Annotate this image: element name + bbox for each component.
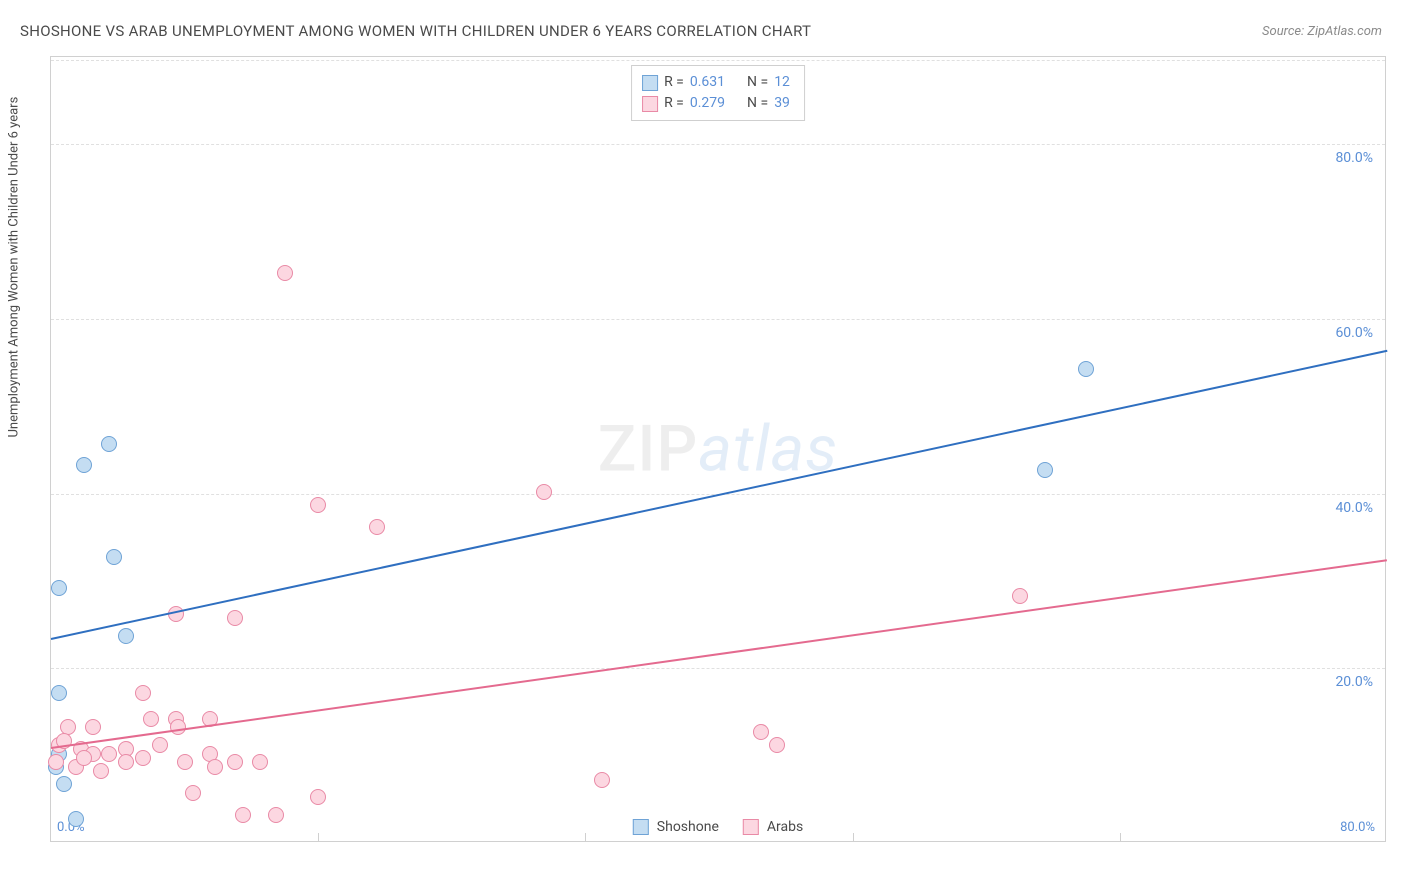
x-tick-mark [318,833,319,841]
y-tick-label: 80.0% [1335,150,1373,166]
scatter-point [310,497,326,513]
series-legend-item-arabs: Arabs [743,819,803,835]
correlation-legend: R = 0.631 N = 12 R = 0.279 N = 39 [631,65,805,121]
scatter-point [252,754,268,770]
gridline [51,668,1385,669]
scatter-point [227,610,243,626]
scatter-point [48,754,64,770]
scatter-point [1012,588,1028,604]
trend-line [51,350,1387,640]
scatter-point [101,746,117,762]
scatter-point [76,457,92,473]
scatter-point [51,580,67,596]
x-tick-label: 80.0% [1340,820,1375,835]
scatter-point [101,436,117,452]
swatch-arabs [642,96,658,112]
legend-row-arabs: R = 0.279 N = 39 [642,93,790,114]
y-tick-label: 60.0% [1335,325,1373,341]
scatter-point [51,685,67,701]
scatter-point [310,789,326,805]
scatter-point [76,750,92,766]
gridline [51,144,1385,145]
y-tick-label: 40.0% [1335,500,1373,516]
scatter-point [135,750,151,766]
legend-r-label: R = [664,72,684,93]
swatch-shoshone [633,819,649,835]
series-label: Shoshone [657,819,719,835]
watermark-atlas: atlas [698,412,838,487]
legend-n-value-shoshone: 12 [774,72,790,93]
chart-source: Source: ZipAtlas.com [1262,24,1382,39]
x-tick-mark [853,833,854,841]
scatter-point [106,549,122,565]
scatter-point [185,785,201,801]
scatter-point [536,484,552,500]
scatter-point [85,719,101,735]
scatter-point [369,519,385,535]
series-label: Arabs [767,819,803,835]
watermark-zip: ZIP [598,412,699,487]
scatter-point [135,685,151,701]
scatter-point [753,724,769,740]
scatter-point [152,737,168,753]
scatter-point [1078,361,1094,377]
gridline [51,319,1385,320]
swatch-shoshone [642,75,658,91]
scatter-point [227,754,243,770]
scatter-point [769,737,785,753]
legend-n-value-arabs: 39 [774,93,790,114]
chart-plot-area: ZIPatlas 20.0%40.0%60.0%80.0%0.0%80.0% R… [50,56,1386,842]
x-tick-mark [1120,833,1121,841]
legend-row-shoshone: R = 0.631 N = 12 [642,72,790,93]
y-tick-label: 20.0% [1335,674,1373,690]
scatter-point [594,772,610,788]
scatter-point [207,759,223,775]
scatter-point [93,763,109,779]
swatch-arabs [743,819,759,835]
series-legend-item-shoshone: Shoshone [633,819,719,835]
scatter-point [268,807,284,823]
scatter-point [56,776,72,792]
y-axis-label: Unemployment Among Women with Children U… [7,97,22,438]
legend-r-value-shoshone: 0.631 [690,72,725,93]
scatter-point [143,711,159,727]
series-legend: Shoshone Arabs [633,819,803,835]
scatter-point [118,628,134,644]
scatter-point [235,807,251,823]
scatter-point [277,265,293,281]
legend-n-label: N = [747,72,768,93]
legend-r-label: R = [664,93,684,114]
trend-line [51,559,1387,749]
legend-r-value-arabs: 0.279 [690,93,725,114]
chart-title: SHOSHONE VS ARAB UNEMPLOYMENT AMONG WOME… [20,22,811,40]
scatter-point [68,811,84,827]
scatter-point [1037,462,1053,478]
gridline [51,60,1385,61]
legend-n-label: N = [747,93,768,114]
x-tick-mark [585,833,586,841]
scatter-point [118,754,134,770]
scatter-point [177,754,193,770]
